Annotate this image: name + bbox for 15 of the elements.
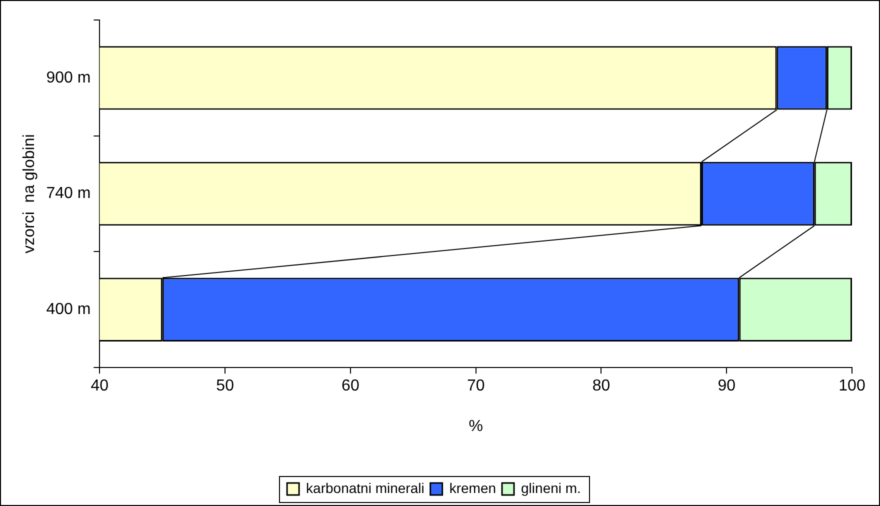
legend-label: glineni m. (521, 480, 581, 496)
x-axis-title: % (468, 418, 483, 435)
x-tick-label: 60 (342, 378, 360, 395)
legend-label: karbonatni minerali (306, 480, 424, 496)
x-tick-label: 50 (216, 378, 234, 395)
y-tick-label: 400 m (46, 301, 91, 318)
x-tick-label: 100 (838, 378, 866, 395)
x-tick-label: 80 (592, 378, 610, 395)
y-tick-label: 900 m (46, 69, 91, 86)
x-tick-label: 70 (466, 378, 485, 395)
x-tick-label: 90 (718, 378, 736, 395)
y-axis-title: vzorci na globini (21, 134, 38, 254)
y-tick-label: 740 m (46, 185, 91, 202)
legend-label: kremen (449, 480, 496, 496)
x-tick-label: 40 (90, 378, 109, 395)
